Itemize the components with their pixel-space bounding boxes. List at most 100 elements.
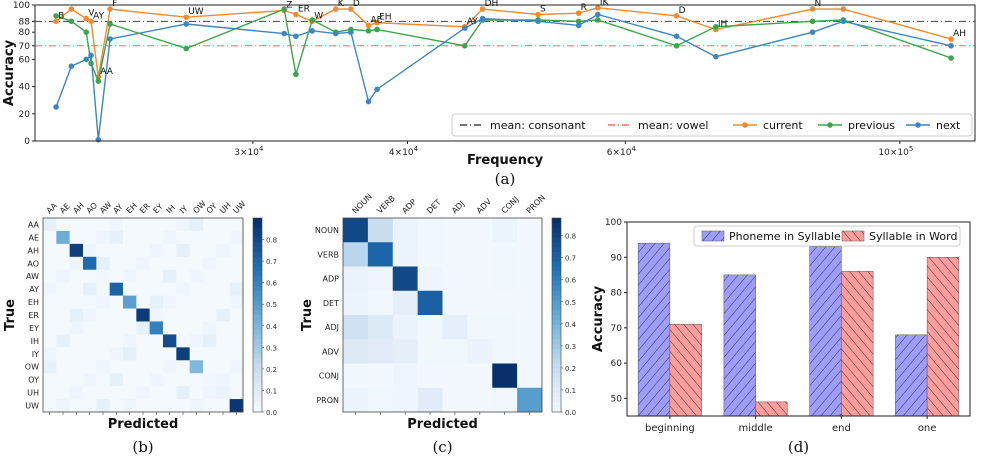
row-label-0: AA — [28, 220, 40, 229]
col-label-14: UW — [231, 199, 247, 215]
cell-14-11 — [189, 399, 204, 413]
cell-7-10 — [176, 308, 190, 322]
cell-4-2 — [392, 315, 418, 340]
point-current-12 — [365, 22, 372, 29]
cell-3-12 — [203, 256, 217, 271]
cell-4-1 — [367, 315, 394, 340]
point-label-0: B — [58, 11, 64, 21]
colorbar-step-26 — [552, 344, 561, 350]
cell-2-1 — [56, 243, 70, 258]
cell-4-6 — [123, 269, 137, 283]
bar-1-2 — [841, 271, 874, 417]
category-label-2: end — [832, 423, 851, 434]
y-tick-label-d-4: 90 — [611, 253, 623, 263]
colorbar-tick-label-8: 0.8 — [565, 233, 576, 241]
cell-2-6 — [123, 243, 137, 258]
cell-3-1 — [56, 256, 70, 271]
colorbar-step-17 — [253, 300, 262, 306]
point-previous-19 — [673, 43, 680, 49]
point-previous-17 — [575, 18, 582, 25]
point-current-11 — [348, 6, 354, 12]
cell-2-6 — [492, 266, 518, 292]
colorbar-step-26 — [253, 344, 262, 350]
cell-6-10 — [176, 295, 190, 309]
point-label-4: AA — [100, 67, 113, 77]
cell-9-9 — [163, 334, 177, 348]
cell-12-9 — [163, 373, 177, 387]
cell-2-5 — [467, 266, 493, 292]
cell-1-13 — [216, 230, 230, 245]
cell-10-14 — [229, 347, 244, 361]
series-line-current — [55, 6, 952, 78]
cell-1-2 — [69, 230, 84, 245]
colorbar-step-9 — [552, 261, 561, 267]
cell-6-1 — [367, 363, 394, 389]
chart-b: AAAAAEAEAHAHAOAOAWAWAYAYEHEHEREREYEYIHIH… — [3, 199, 278, 456]
colorbar-step-39 — [552, 407, 561, 413]
row-label-1: AE — [28, 233, 39, 242]
cell-9-6 — [123, 334, 137, 348]
cell-11-1 — [56, 360, 70, 374]
cell-4-0 — [43, 269, 57, 283]
y-tick-label-d-1: 60 — [611, 359, 623, 369]
colorbar-tick-label-1: 0.1 — [266, 387, 277, 395]
point-current-6 — [183, 14, 190, 21]
y-tick-label-d-0: 50 — [611, 394, 623, 404]
point-current-21 — [809, 6, 816, 12]
point-label-19: D — [679, 6, 686, 16]
colorbar-tick-label-2: 0.2 — [565, 365, 576, 373]
y-tick-label-d-3: 80 — [611, 289, 623, 299]
colorbar-step-29 — [552, 358, 561, 364]
colorbar-step-30 — [253, 363, 262, 369]
cell-6-0 — [343, 363, 369, 389]
cell-3-4 — [442, 290, 468, 316]
cell-2-2 — [69, 243, 84, 258]
col-label-3: AO — [85, 201, 100, 216]
colorbar-step-9 — [253, 261, 262, 267]
cell-13-8 — [149, 386, 164, 400]
cell-0-12 — [203, 218, 217, 232]
cell-1-14 — [229, 230, 244, 245]
colorbar-step-24 — [253, 334, 262, 340]
cell-1-5 — [109, 230, 124, 245]
cell-5-7 — [517, 339, 543, 364]
cell-0-10 — [176, 218, 190, 232]
colorbar-tick-label-2: 0.2 — [266, 366, 277, 374]
point-next-16 — [535, 18, 541, 25]
col-label-12: OY — [205, 201, 219, 215]
cell-14-3 — [83, 399, 97, 413]
colorbar-step-7 — [253, 251, 262, 258]
cell-13-10 — [176, 386, 190, 400]
cell-1-10 — [176, 230, 190, 245]
colorbar-step-13 — [253, 281, 262, 287]
cell-4-3 — [83, 269, 97, 283]
cell-0-6 — [123, 218, 137, 232]
cell-0-0 — [43, 218, 57, 232]
y-tick-label-a-2: 40 — [19, 83, 31, 93]
cell-9-2 — [69, 334, 84, 348]
cell-6-6 — [492, 363, 518, 389]
col-label-13: UH — [218, 201, 233, 216]
cell-2-4 — [96, 243, 110, 258]
point-current-17 — [575, 10, 582, 16]
cell-2-11 — [189, 243, 204, 258]
chart-c: NOUNNOUNVERBVERBADPADPDETDETADJADJADVADV… — [300, 192, 577, 456]
y-tick-label-d-5: 100 — [605, 218, 622, 228]
colorbar-step-27 — [253, 348, 262, 355]
legend-swatch-d-0 — [701, 230, 725, 242]
cell-10-3 — [83, 347, 97, 361]
cell-7-13 — [216, 308, 230, 322]
cell-13-13 — [216, 386, 230, 400]
colorbar-tick-label-7: 0.7 — [266, 258, 277, 266]
cell-7-1 — [56, 308, 70, 322]
cell-1-6 — [492, 242, 518, 267]
cell-11-13 — [216, 360, 230, 374]
cell-4-5 — [467, 315, 493, 340]
colorbar-step-21 — [552, 319, 561, 326]
cell-13-3 — [83, 386, 97, 400]
cell-0-8 — [149, 218, 164, 232]
cell-8-6 — [123, 321, 137, 335]
cell-11-9 — [163, 360, 177, 374]
cell-9-4 — [96, 334, 110, 348]
y-axis-label-d: Accuracy — [591, 285, 606, 352]
